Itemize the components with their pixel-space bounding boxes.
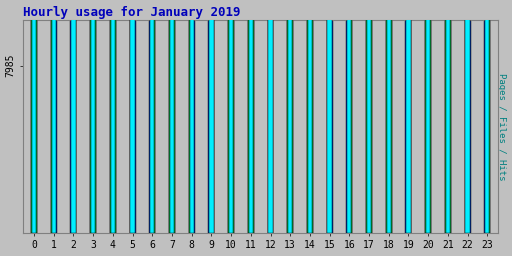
Bar <box>327 0 332 233</box>
Bar <box>307 0 313 233</box>
Bar <box>169 0 175 233</box>
Bar <box>110 0 116 233</box>
Bar <box>91 0 96 233</box>
Bar <box>328 0 332 233</box>
Bar <box>327 0 333 233</box>
Bar <box>347 0 352 233</box>
Y-axis label: Pages / Files / Hits: Pages / Files / Hits <box>498 72 506 180</box>
Bar <box>248 0 253 233</box>
Bar <box>208 0 214 233</box>
Bar <box>31 0 37 233</box>
Text: Hourly usage for January 2019: Hourly usage for January 2019 <box>23 6 241 18</box>
Bar <box>268 0 273 233</box>
Bar <box>90 0 96 233</box>
Bar <box>130 0 135 233</box>
Bar <box>170 0 174 233</box>
Bar <box>52 0 56 233</box>
Bar <box>268 0 273 233</box>
Bar <box>150 0 155 233</box>
Bar <box>307 0 313 233</box>
Bar <box>406 0 411 233</box>
Bar <box>208 0 215 233</box>
Bar <box>485 0 489 233</box>
Bar <box>209 0 214 233</box>
Bar <box>347 0 352 233</box>
Bar <box>484 0 490 233</box>
Bar <box>347 0 352 233</box>
Bar <box>189 0 194 233</box>
Bar <box>425 0 431 233</box>
Bar <box>406 0 412 233</box>
Bar <box>228 0 234 233</box>
Bar <box>32 0 36 233</box>
Bar <box>287 0 293 233</box>
Bar <box>71 0 76 233</box>
Bar <box>425 0 431 233</box>
Bar <box>465 0 471 233</box>
Bar <box>130 0 136 233</box>
Bar <box>287 0 293 233</box>
Bar <box>169 0 175 233</box>
Bar <box>484 0 490 233</box>
Bar <box>91 0 95 233</box>
Bar <box>249 0 253 233</box>
Bar <box>288 0 292 233</box>
Bar <box>111 0 115 233</box>
Bar <box>228 0 234 233</box>
Bar <box>445 0 450 233</box>
Bar <box>31 0 37 233</box>
Bar <box>464 0 471 233</box>
Bar <box>71 0 76 233</box>
Bar <box>150 0 155 233</box>
Bar <box>445 0 451 233</box>
Bar <box>110 0 116 233</box>
Bar <box>189 0 195 233</box>
Bar <box>189 0 195 233</box>
Bar <box>131 0 135 233</box>
Bar <box>366 0 372 233</box>
Bar <box>426 0 430 233</box>
Bar <box>150 0 155 233</box>
Bar <box>229 0 233 233</box>
Bar <box>445 0 451 233</box>
Bar <box>367 0 371 233</box>
Bar <box>386 0 392 233</box>
Bar <box>386 0 392 233</box>
Bar <box>465 0 470 233</box>
Bar <box>51 0 57 233</box>
Bar <box>51 0 56 233</box>
Bar <box>71 0 76 233</box>
Bar <box>407 0 411 233</box>
Bar <box>268 0 273 233</box>
Bar <box>387 0 391 233</box>
Bar <box>308 0 312 233</box>
Bar <box>248 0 254 233</box>
Bar <box>366 0 372 233</box>
